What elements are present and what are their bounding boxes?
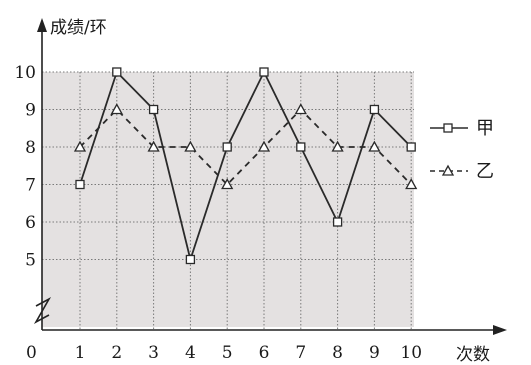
- x-tick-label: 7: [295, 343, 306, 363]
- x-tick-label: 5: [222, 343, 233, 363]
- data-point-jia: [259, 67, 269, 77]
- y-tick-label: 10: [14, 63, 36, 83]
- origin-label: 0: [26, 343, 37, 363]
- series-group: [73, 67, 418, 265]
- data-point-jia: [75, 179, 85, 190]
- y-axis-arrow: [37, 18, 47, 32]
- plot-background: [42, 72, 414, 327]
- data-point-jia: [369, 104, 380, 115]
- data-point-yi: [405, 178, 418, 190]
- data-point-yi: [147, 140, 160, 152]
- x-tick-label: 8: [332, 343, 343, 363]
- data-point-yi: [73, 140, 87, 152]
- x-tick-labels: 1 2 3 4 5 6 7 8 9 10: [75, 343, 422, 363]
- x-tick-label: 1: [75, 343, 86, 363]
- data-point-jia: [112, 67, 122, 77]
- data-point-yi: [221, 178, 234, 190]
- data-point-yi: [257, 140, 271, 152]
- data-point-jia: [296, 142, 306, 152]
- y-tick-label: 9: [25, 101, 36, 121]
- data-point-jia: [406, 142, 416, 152]
- data-point-jia: [148, 104, 159, 115]
- data-point-jia: [332, 217, 343, 227]
- y-tick-label: 5: [25, 251, 36, 271]
- y-tick-label: 6: [25, 213, 36, 233]
- y-tick-label: 7: [25, 176, 36, 196]
- legend-item-jia: 甲: [430, 118, 494, 139]
- series-line-yi: [79, 108, 412, 186]
- y-axis-title: 成绩/环: [50, 18, 107, 38]
- legend-item-yi: 乙: [430, 161, 494, 182]
- y-tick-label: 8: [25, 138, 36, 158]
- legend-label-jia: 甲: [476, 118, 494, 139]
- x-tick-label: 9: [369, 343, 380, 363]
- y-tick-labels: 5 6 7 8 9 10: [14, 63, 36, 271]
- x-tick-label: 2: [111, 343, 122, 363]
- x-tick-label: 4: [185, 343, 196, 363]
- data-point-yi: [184, 140, 197, 152]
- data-point-jia: [185, 254, 196, 265]
- data-point-yi: [110, 103, 123, 115]
- y-axis-break-mark: [33, 296, 52, 325]
- series-line-jia: [79, 69, 412, 263]
- x-axis-arrow: [493, 325, 507, 335]
- x-tick-label: 3: [148, 343, 159, 363]
- legend: 甲 乙: [430, 118, 494, 182]
- legend-label-yi: 乙: [476, 161, 494, 182]
- data-point-jia: [222, 142, 232, 152]
- data-point-yi: [368, 140, 381, 152]
- x-tick-label: 10: [400, 343, 422, 363]
- data-point-yi: [331, 140, 344, 152]
- data-point-yi: [294, 103, 307, 115]
- x-tick-label: 6: [259, 343, 270, 363]
- x-axis-title: 次数: [456, 345, 490, 365]
